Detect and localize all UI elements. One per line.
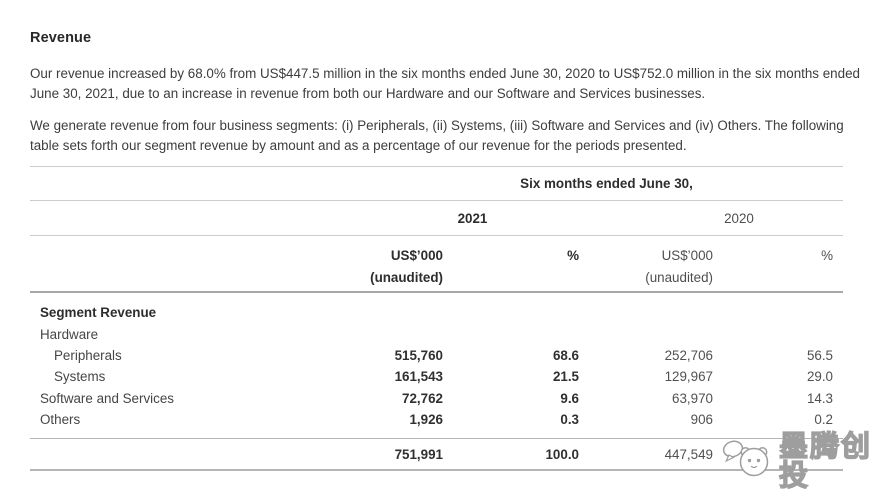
table-row-hardware: Hardware: [30, 323, 843, 344]
total-percent-2021: 100.0: [545, 446, 579, 462]
percent-2020-cell: 29.0: [806, 369, 833, 385]
table-row-systems: Systems 161,543 21.5 129,967 29.0: [30, 366, 843, 387]
year-header-2021: 2021: [457, 210, 488, 226]
revenue-paragraph-1: Our revenue increased by 68.0% from US$4…: [30, 66, 860, 101]
page-title: Revenue: [30, 30, 92, 46]
amount-2021-cell: 72,762: [402, 390, 443, 406]
table-units-header-row: US$’000 (unaudited) % US$’000 (unaudited…: [30, 236, 843, 293]
table-row-total: 751,991 100.0 447,549: [30, 438, 843, 472]
total-amount-2020: 447,549: [664, 446, 713, 462]
table-period-header-row: Six months ended June 30,: [30, 167, 843, 201]
units-header-2020-percent: %: [821, 248, 833, 263]
percent-2020-cell: 56.5: [806, 347, 833, 363]
amount-2021-cell: 1,926: [409, 412, 443, 428]
table-row-peripherals: Peripherals 515,760 68.6 252,706 56.5: [30, 345, 843, 366]
period-header: Six months ended June 30,: [520, 176, 693, 191]
percent-2021-cell: 21.5: [552, 369, 579, 385]
amount-2020-cell: 63,970: [672, 390, 713, 406]
row-label: Peripherals: [54, 347, 122, 363]
table-row-segment-revenue: Segment Revenue: [30, 302, 843, 323]
row-label: Hardware: [40, 326, 99, 342]
year-header-2020: 2020: [724, 210, 754, 226]
amount-2020-cell: 129,967: [664, 369, 713, 385]
row-label: Software and Services: [40, 390, 174, 406]
units-header-2020-amount: US$’000 (unaudited): [645, 248, 713, 285]
percent-2021-cell: 68.6: [552, 347, 579, 363]
total-amount-2021: 751,991: [394, 446, 443, 462]
watermark-text: 墨腾创投: [778, 429, 873, 489]
table-row-others: Others 1,926 0.3 906 0.2: [30, 409, 843, 430]
amount-2020-cell: 252,706: [664, 347, 713, 363]
amount-2020-cell: 906: [690, 412, 713, 428]
table-year-header-row: 2021 2020: [30, 201, 843, 236]
revenue-paragraph-2: We generate revenue from four business s…: [30, 118, 844, 153]
panda-logo-icon: [722, 436, 774, 487]
label-column-spacer: [30, 245, 350, 291]
document-page: Revenue Our revenue increased by 68.0% f…: [30, 30, 860, 472]
row-label: Others: [40, 412, 81, 428]
percent-2021-cell: 9.6: [560, 390, 579, 406]
percent-2021-cell: 0.3: [560, 412, 579, 428]
table-row-software-and-services: Software and Services 72,762 9.6 63,970 …: [30, 388, 843, 409]
row-label: Systems: [54, 369, 106, 385]
section-label: Segment Revenue: [40, 305, 157, 321]
units-header-2021-amount: US$’000 (unaudited): [370, 248, 443, 285]
percent-2020-cell: 14.3: [806, 390, 833, 406]
amount-2021-cell: 515,760: [394, 347, 443, 363]
units-header-2021-percent: %: [567, 248, 579, 263]
percent-2020-cell: 0.2: [814, 412, 833, 428]
segment-revenue-table: Six months ended June 30, 2021 2020 US$’…: [30, 166, 843, 472]
amount-2021-cell: 161,543: [394, 369, 443, 385]
table-body: Segment Revenue Hardware Peripherals 515…: [30, 293, 843, 438]
watermark: 墨腾创投: [722, 429, 888, 489]
